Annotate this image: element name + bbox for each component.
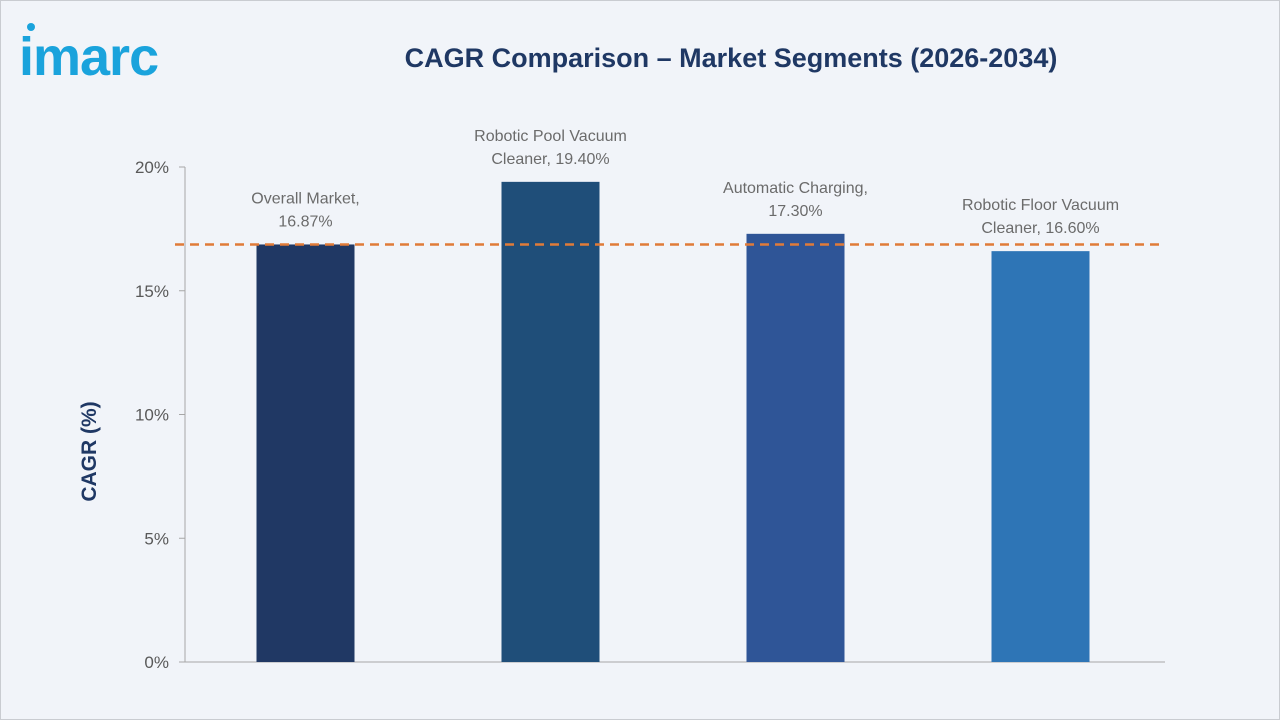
y-tick-label: 10% — [135, 406, 169, 425]
data-label: 17.30% — [768, 203, 822, 220]
data-label: Automatic Charging, — [723, 180, 868, 197]
bar-3 — [746, 233, 845, 662]
imarc-logo: imarc — [19, 23, 159, 83]
data-label: Overall Market, — [251, 190, 359, 207]
bar-4 — [991, 251, 1090, 662]
bar-2 — [501, 181, 600, 662]
logo-text: imarc — [19, 27, 158, 83]
data-label: Robotic Pool Vacuum — [474, 128, 627, 145]
y-tick-label: 5% — [144, 529, 169, 548]
y-tick-label: 0% — [144, 653, 169, 672]
y-tick-label: 20% — [135, 158, 169, 177]
chart-title: CAGR Comparison – Market Segments (2026-… — [404, 43, 1058, 73]
y-tick-label: 15% — [135, 282, 169, 301]
logo-dot — [27, 23, 35, 31]
data-label: Cleaner, 16.60% — [981, 220, 1099, 237]
y-axis-title: CAGR (%) — [78, 401, 101, 501]
data-label: 16.87% — [278, 213, 332, 230]
data-label: Robotic Floor Vacuum — [962, 197, 1119, 214]
data-label: Cleaner, 19.40% — [491, 151, 609, 168]
bar-1 — [256, 244, 355, 662]
